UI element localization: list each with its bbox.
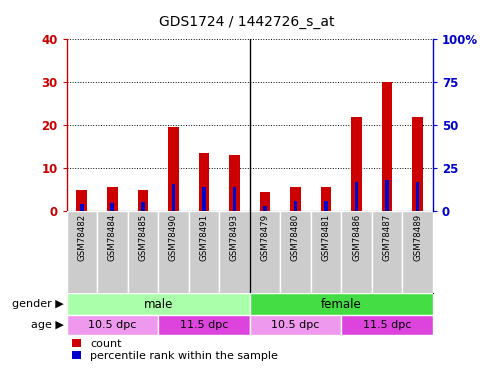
Bar — [110, 203, 114, 211]
Bar — [233, 187, 236, 211]
Bar — [320, 188, 331, 211]
Bar — [141, 202, 145, 211]
Bar — [290, 188, 301, 211]
Bar — [382, 82, 392, 211]
Bar — [158, 211, 189, 293]
Bar — [263, 206, 267, 211]
Bar — [249, 293, 433, 315]
Bar — [341, 315, 433, 335]
Text: male: male — [143, 298, 173, 310]
Bar — [219, 211, 249, 293]
Text: GSM78490: GSM78490 — [169, 213, 178, 261]
Text: 10.5 dpc: 10.5 dpc — [88, 320, 137, 330]
Text: GSM78485: GSM78485 — [139, 213, 147, 261]
Bar — [412, 117, 423, 211]
Bar — [416, 182, 420, 211]
Text: GSM78487: GSM78487 — [383, 213, 391, 261]
Bar — [97, 211, 128, 293]
Bar — [402, 211, 433, 293]
Text: GSM78482: GSM78482 — [77, 213, 86, 261]
Bar — [189, 211, 219, 293]
Text: gender ▶: gender ▶ — [12, 299, 64, 309]
Bar — [372, 211, 402, 293]
Bar — [128, 211, 158, 293]
Text: GSM78479: GSM78479 — [260, 213, 270, 261]
Bar — [67, 293, 249, 315]
Text: 11.5 dpc: 11.5 dpc — [180, 320, 228, 330]
Bar — [202, 187, 206, 211]
Bar — [354, 182, 358, 211]
Bar — [260, 192, 270, 211]
Bar — [76, 190, 87, 211]
Bar — [107, 188, 118, 211]
Bar — [138, 190, 148, 211]
Text: female: female — [321, 298, 362, 310]
Text: GSM78489: GSM78489 — [413, 213, 422, 261]
Bar — [67, 315, 158, 335]
Text: 11.5 dpc: 11.5 dpc — [363, 320, 411, 330]
Bar — [158, 315, 249, 335]
Text: 10.5 dpc: 10.5 dpc — [271, 320, 319, 330]
Text: GDS1724 / 1442726_s_at: GDS1724 / 1442726_s_at — [159, 15, 334, 29]
Bar — [294, 201, 297, 211]
Bar — [311, 211, 341, 293]
Legend: count, percentile rank within the sample: count, percentile rank within the sample — [72, 339, 278, 361]
Bar — [324, 201, 328, 211]
Text: GSM78481: GSM78481 — [321, 213, 330, 261]
Bar — [172, 184, 176, 211]
Bar — [249, 315, 341, 335]
Bar — [80, 204, 84, 211]
Text: GSM78484: GSM78484 — [108, 213, 117, 261]
Bar — [199, 153, 209, 211]
Text: GSM78480: GSM78480 — [291, 213, 300, 261]
Bar — [249, 211, 280, 293]
Bar — [385, 180, 389, 211]
Bar — [229, 155, 240, 211]
Text: GSM78493: GSM78493 — [230, 213, 239, 261]
Text: GSM78491: GSM78491 — [199, 213, 209, 261]
Bar — [280, 211, 311, 293]
Bar — [168, 128, 179, 211]
Bar — [341, 211, 372, 293]
Bar — [351, 117, 362, 211]
Bar — [67, 211, 97, 293]
Text: age ▶: age ▶ — [31, 320, 64, 330]
Text: GSM78486: GSM78486 — [352, 213, 361, 261]
